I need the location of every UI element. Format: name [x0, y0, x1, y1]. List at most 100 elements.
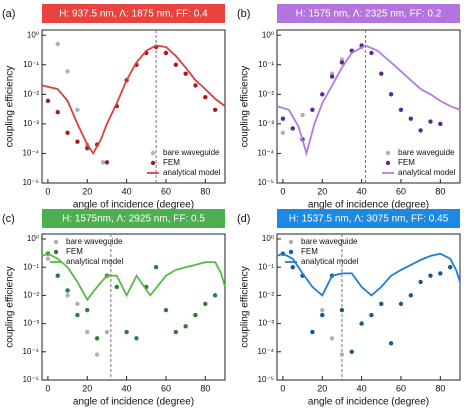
legend-swatch: [288, 239, 294, 245]
y-tick-label: 10⁻¹: [23, 60, 39, 69]
x-tick-label: 60: [161, 383, 171, 393]
legend-swatch: [385, 150, 391, 156]
title-box: [42, 4, 225, 23]
data-point: [320, 307, 325, 313]
data-point: [408, 293, 414, 298]
legend-swatch: [150, 150, 156, 156]
data-point: [94, 352, 100, 357]
y-tick-label: 10⁻⁴: [22, 347, 39, 356]
data-point: [55, 109, 60, 115]
data-point: [320, 312, 325, 318]
y-tick-label: 10⁻⁴: [257, 149, 274, 158]
y-tick-label: 10⁻⁵: [258, 178, 274, 187]
data-point: [65, 130, 70, 135]
data-point: [349, 349, 354, 354]
data-point: [173, 329, 179, 335]
data-point: [114, 284, 119, 290]
legend-label: analytical model: [66, 257, 124, 266]
data-point: [418, 279, 423, 285]
data-point: [280, 116, 286, 121]
data-point: [310, 107, 315, 112]
data-point: [75, 301, 80, 307]
data-point: [65, 293, 70, 298]
model-line: [276, 252, 461, 297]
y-tick-label: 10⁻³: [23, 119, 39, 128]
y-tick-label: 10⁻⁵: [23, 178, 39, 187]
plot-frame: [41, 29, 226, 184]
legend-swatch: [53, 249, 59, 255]
data-point: [339, 352, 345, 357]
legend-label: bare waveguide: [301, 237, 358, 246]
y-tick-label: 10⁻³: [23, 319, 39, 328]
y-tick-label: 10⁻²: [258, 89, 274, 98]
x-tick-label: 0: [45, 186, 50, 196]
data-point: [418, 128, 423, 133]
x-tick-label: 60: [396, 383, 406, 393]
legend-label: analytical model: [398, 168, 456, 177]
data-point: [203, 301, 208, 307]
y-axis-label: coupling efficiency: [5, 266, 16, 348]
x-tick-label: 80: [200, 186, 210, 196]
y-tick-label: 10⁻²: [23, 290, 39, 299]
data-point: [104, 160, 110, 165]
y-tick-label: 10⁰: [262, 234, 274, 243]
title: H: 1575 nm, Λ: 2325 nm, FF: 0.2: [296, 9, 442, 20]
data-point: [369, 312, 374, 318]
data-point: [329, 336, 335, 341]
x-tick-label: 60: [161, 186, 171, 196]
data-point: [290, 126, 295, 131]
legend-label: FEM: [66, 247, 83, 256]
y-tick-label: 10⁰: [262, 30, 274, 39]
title: H: 1537.5 nm, Λ: 3075 nm, FF: 0.45: [289, 214, 449, 225]
data-point: [329, 74, 335, 79]
title: H: 937.5 nm, Λ: 1875 nm, FF: 0.4: [59, 9, 208, 20]
y-axis-label: coupling efficiency: [240, 66, 251, 148]
data-point: [369, 50, 374, 56]
data-point: [438, 121, 443, 127]
title-box: [277, 4, 460, 23]
data-point: [173, 62, 179, 67]
plot-frame: [41, 233, 226, 381]
y-tick-label: 10⁰: [27, 30, 39, 39]
legend-swatch: [288, 249, 294, 255]
data-point: [65, 288, 70, 293]
plot-frame: [276, 29, 461, 184]
model-line: [276, 44, 461, 157]
data-point: [153, 264, 159, 270]
y-tick-label: 10⁻⁴: [257, 347, 274, 356]
y-tick-label: 10⁻¹: [258, 262, 274, 271]
legend-swatch: [53, 239, 59, 245]
data-point: [428, 119, 433, 124]
data-point: [339, 307, 345, 313]
y-tick-label: 10⁻⁵: [258, 375, 274, 384]
x-tick-label: 0: [45, 383, 50, 393]
data-point: [310, 329, 315, 335]
data-point: [75, 107, 80, 112]
data-point: [359, 321, 364, 326]
legend-label: analytical model: [163, 168, 221, 177]
y-tick-label: 10⁻²: [258, 290, 274, 299]
legend-label: bare waveguide: [66, 237, 123, 246]
x-tick-label: 20: [317, 186, 327, 196]
data-point: [339, 60, 345, 65]
title-box: [42, 209, 225, 228]
data-point: [55, 41, 60, 47]
data-point: [104, 329, 110, 335]
legend-label: FEM: [163, 158, 180, 167]
x-tick-label: 20: [82, 186, 92, 196]
data-point: [447, 264, 453, 270]
title-box: [277, 209, 460, 228]
data-point: [290, 264, 295, 270]
data-point: [212, 293, 218, 298]
panel-label: (d): [237, 213, 250, 225]
x-tick-label: 60: [396, 186, 406, 196]
data-point: [183, 71, 188, 76]
data-point: [379, 71, 384, 76]
x-tick-label: 40: [122, 186, 132, 196]
data-point: [100, 160, 106, 165]
data-point: [408, 116, 414, 121]
y-tick-label: 10⁻¹: [258, 60, 274, 69]
data-point: [163, 50, 169, 56]
plot-frame: [276, 233, 461, 381]
